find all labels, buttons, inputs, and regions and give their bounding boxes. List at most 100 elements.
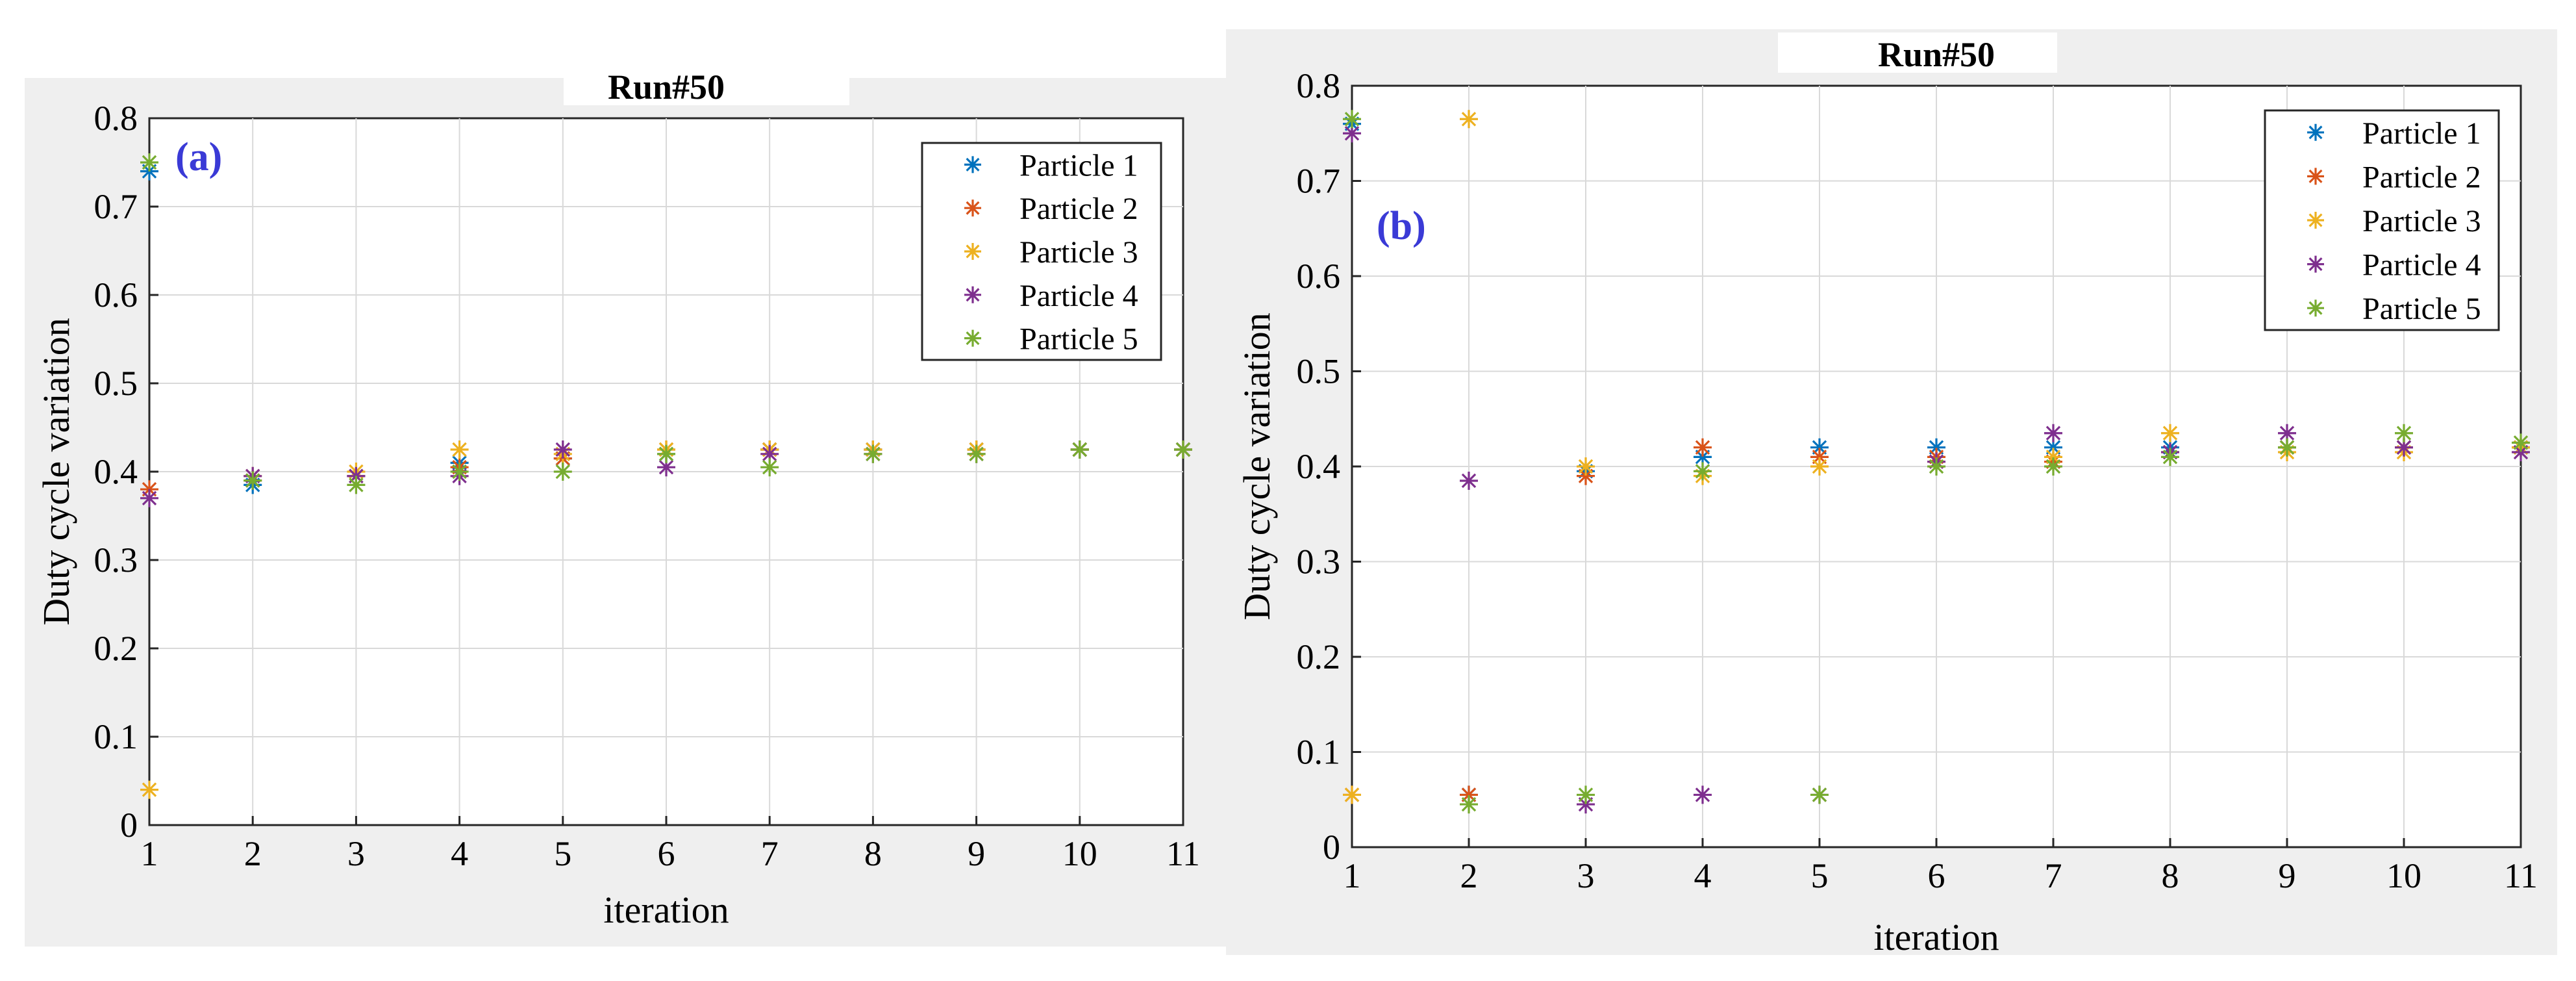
data-point-particle-3: [1577, 457, 1595, 476]
data-point-particle-5: [347, 476, 366, 494]
data-point-particle-1: [1810, 438, 1829, 457]
x-tick-label: 4: [451, 834, 468, 873]
x-axis-label: iteration: [1873, 916, 1999, 958]
x-axis-label: iteration: [603, 889, 729, 931]
y-tick-label: 0.7: [1297, 162, 1341, 201]
data-point-particle-4: [1577, 795, 1595, 814]
data-point-particle-5: [2044, 457, 2062, 476]
legend-marker-particle-3: [2307, 212, 2324, 229]
data-point-particle-5: [2512, 433, 2530, 452]
x-tick-label: 4: [1694, 856, 1712, 895]
data-point-particle-5: [864, 444, 882, 463]
data-point-particle-5: [1343, 110, 1361, 129]
x-tick-label: 1: [141, 834, 158, 873]
data-point-particle-5: [1694, 462, 1712, 481]
legend-label: Particle 1: [1019, 148, 1138, 183]
y-tick-label: 0.6: [94, 275, 138, 314]
legend-marker-particle-5: [964, 329, 981, 347]
y-tick-label: 0.3: [1297, 542, 1341, 581]
y-tick-label: 0.8: [94, 99, 138, 138]
x-tick-label: 3: [1577, 856, 1595, 895]
y-tick-label: 0.6: [1297, 257, 1341, 296]
data-point-particle-3: [2161, 424, 2179, 442]
data-point-particle-4: [140, 489, 158, 507]
data-point-particle-5: [1927, 457, 1945, 476]
data-point-particle-5: [760, 458, 779, 477]
y-tick-label: 0.5: [1297, 352, 1341, 391]
data-point-particle-3: [450, 440, 469, 459]
y-tick-label: 0.2: [1297, 637, 1341, 676]
data-point-particle-5: [1460, 795, 1478, 814]
legend-marker-particle-5: [2307, 299, 2324, 317]
data-point-particle-3: [1460, 110, 1478, 129]
data-point-particle-5: [1810, 785, 1829, 804]
x-tick-label: 10: [2386, 856, 2421, 895]
x-tick-label: 5: [554, 834, 571, 873]
data-point-particle-5: [450, 463, 469, 481]
title-box: [564, 68, 849, 105]
data-point-particle-1: [1927, 438, 1945, 457]
data-point-particle-4: [2278, 424, 2296, 442]
y-tick-label: 0.2: [94, 629, 138, 668]
data-point-particle-5: [244, 471, 262, 490]
chart-title: Run#50: [608, 68, 725, 107]
x-tick-label: 2: [244, 834, 262, 873]
y-tick-label: 0: [1323, 828, 1340, 867]
y-tick-label: 0.1: [1297, 733, 1341, 772]
legend-label: Particle 3: [1019, 235, 1138, 270]
data-point-particle-5: [2278, 438, 2296, 457]
data-point-particle-5: [553, 463, 572, 481]
x-tick-label: 9: [2279, 856, 2296, 895]
x-tick-label: 6: [1928, 856, 1945, 895]
title-box: [1778, 32, 2057, 73]
data-point-particle-1: [2044, 438, 2062, 457]
y-tick-label: 0.7: [94, 187, 138, 226]
legend-label: Particle 2: [2362, 160, 2481, 194]
legend-marker-particle-2: [964, 199, 981, 217]
y-axis-label: Duty cycle variation: [1236, 312, 1278, 620]
y-tick-label: 0.5: [94, 364, 138, 403]
data-point-particle-4: [1694, 785, 1712, 804]
x-tick-label: 5: [1811, 856, 1829, 895]
chart-title: Run#50: [1878, 35, 1995, 74]
data-point-particle-4: [1460, 471, 1478, 490]
data-point-particle-4: [1343, 124, 1361, 143]
x-tick-label: 6: [658, 834, 675, 873]
y-tick-label: 0.1: [94, 717, 138, 756]
data-point-particle-2: [1460, 785, 1478, 804]
data-point-particle-4: [657, 458, 675, 477]
legend-box: [921, 142, 1162, 361]
legend-marker-particle-4: [2307, 255, 2324, 273]
panel-label: (b): [1377, 204, 1426, 248]
x-tick-label: 1: [1344, 856, 1361, 895]
legend-label: Particle 4: [2362, 248, 2481, 283]
legend-marker-particle-4: [964, 286, 981, 303]
legend-label: Particle 3: [2362, 204, 2481, 238]
data-point-particle-5: [140, 153, 158, 172]
data-point-particle-5: [1070, 440, 1089, 459]
legend-marker-particle-1: [964, 156, 981, 173]
legend-label: Particle 4: [1019, 279, 1138, 313]
data-point-particle-4: [2512, 443, 2530, 462]
legend-marker-particle-3: [964, 243, 981, 260]
legend-label: Particle 2: [1019, 192, 1138, 226]
legend-label: Particle 1: [2362, 116, 2481, 151]
data-point-particle-5: [2395, 424, 2413, 442]
y-tick-label: 0.4: [94, 452, 138, 491]
data-point-particle-5: [1577, 785, 1595, 804]
data-point-particle-4: [2044, 424, 2062, 442]
panel-label: (a): [175, 135, 222, 179]
data-point-particle-1: [1694, 448, 1712, 466]
data-point-particle-3: [2044, 448, 2062, 466]
data-point-particle-5: [1174, 440, 1192, 459]
x-tick-label: 3: [347, 834, 365, 873]
data-point-particle-5: [657, 444, 675, 463]
x-tick-label: 8: [2162, 856, 2179, 895]
data-point-particle-3: [140, 780, 158, 799]
data-point-particle-5: [967, 444, 986, 463]
data-point-particle-4: [2395, 438, 2413, 457]
legend-box: [2264, 109, 2500, 331]
legend-label: Particle 5: [2362, 292, 2481, 326]
